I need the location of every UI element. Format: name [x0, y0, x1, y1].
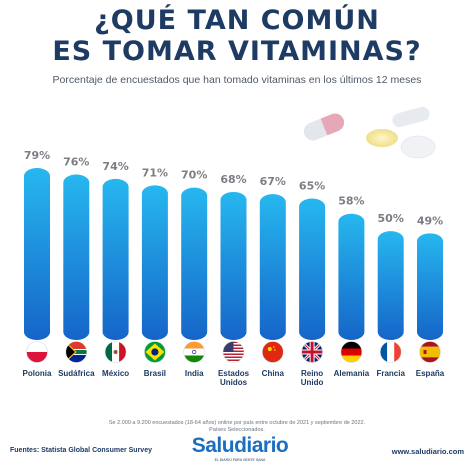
category-label: India	[185, 369, 204, 378]
yellow-pill-icon	[366, 129, 398, 147]
source-text: Fuentes: Statista Global Consumer Survey	[10, 447, 152, 454]
category-label: Francia	[376, 369, 405, 378]
south-africa-flag	[65, 341, 87, 363]
bar-méxico	[102, 178, 129, 340]
flag-border	[104, 341, 127, 363]
bar-sudáfrica	[63, 174, 90, 340]
flag-border	[144, 341, 166, 363]
brand-tagline: EL DIARIO PARA GENTE SANA	[214, 458, 266, 462]
bar-españa	[417, 233, 443, 340]
china-flag	[262, 341, 284, 363]
tablet-pill-icon	[400, 135, 436, 159]
website-link[interactable]: www.saludiario.com	[391, 447, 464, 456]
brand-logo: Saludiario	[191, 434, 289, 457]
mexico-flag	[105, 341, 127, 363]
bar-estados-unidos	[220, 191, 247, 340]
uk-flag	[301, 341, 323, 363]
category-label: Unidos	[220, 378, 248, 387]
value-label: 67%	[260, 175, 286, 188]
flag-border	[222, 341, 245, 363]
white-pill-icon	[392, 106, 430, 128]
bar-brasil	[141, 185, 168, 340]
footnote-line2: Países Seleccionados.	[209, 427, 265, 433]
category-label: Estados	[218, 369, 250, 378]
value-label: 70%	[181, 169, 207, 182]
bar-polonia	[24, 168, 50, 340]
value-label: 58%	[338, 195, 364, 208]
brazil-flag	[144, 341, 166, 363]
chart-title-line1: ¿QUÉ TAN COMÚN	[94, 5, 380, 36]
flag-border	[65, 341, 88, 363]
france-flag	[380, 341, 402, 363]
value-label: 65%	[299, 179, 325, 192]
bar-alemania	[338, 213, 365, 340]
category-label: España	[416, 369, 445, 378]
capsule-pill-icon	[303, 113, 345, 141]
flag-border	[183, 341, 205, 363]
spain-flag	[419, 341, 441, 363]
category-label: Unido	[301, 378, 324, 387]
category-label: México	[102, 369, 129, 378]
category-label: Alemania	[334, 369, 370, 378]
footnote-line1: Se 2.000 a 9.200 encuestados (18-64 años…	[108, 420, 366, 426]
flag-border	[301, 341, 323, 363]
value-label: 74%	[102, 160, 128, 173]
germany-flag	[340, 341, 362, 363]
india-flag	[183, 341, 205, 363]
category-label: Brasil	[144, 369, 166, 378]
usa-flag	[223, 341, 244, 363]
value-label: 50%	[378, 212, 404, 225]
chart-subtitle: Porcentaje de encuestados que han tomado…	[52, 74, 422, 86]
value-label: 71%	[142, 166, 168, 179]
chart-title-line2: ES TOMAR VITAMINAS?	[52, 36, 422, 67]
bar-india	[181, 187, 208, 340]
poland-flag	[26, 341, 48, 363]
category-label: Polonia	[23, 369, 52, 378]
value-label: 76%	[63, 156, 89, 169]
bar-francia	[377, 231, 404, 340]
category-label: China	[262, 369, 285, 378]
flag-border	[419, 341, 441, 363]
bar-china	[259, 194, 286, 340]
pills-decoration	[303, 106, 436, 159]
flag-border	[379, 341, 402, 363]
category-label: Sudáfrica	[58, 369, 95, 378]
bar-reino-unido	[299, 198, 326, 340]
value-label: 79%	[24, 149, 50, 162]
value-label: 49%	[417, 214, 443, 227]
flag-border	[26, 341, 48, 363]
flag-border	[261, 341, 284, 363]
category-label: Reino	[301, 369, 323, 378]
value-label: 68%	[220, 173, 246, 186]
flag-border	[340, 341, 363, 363]
